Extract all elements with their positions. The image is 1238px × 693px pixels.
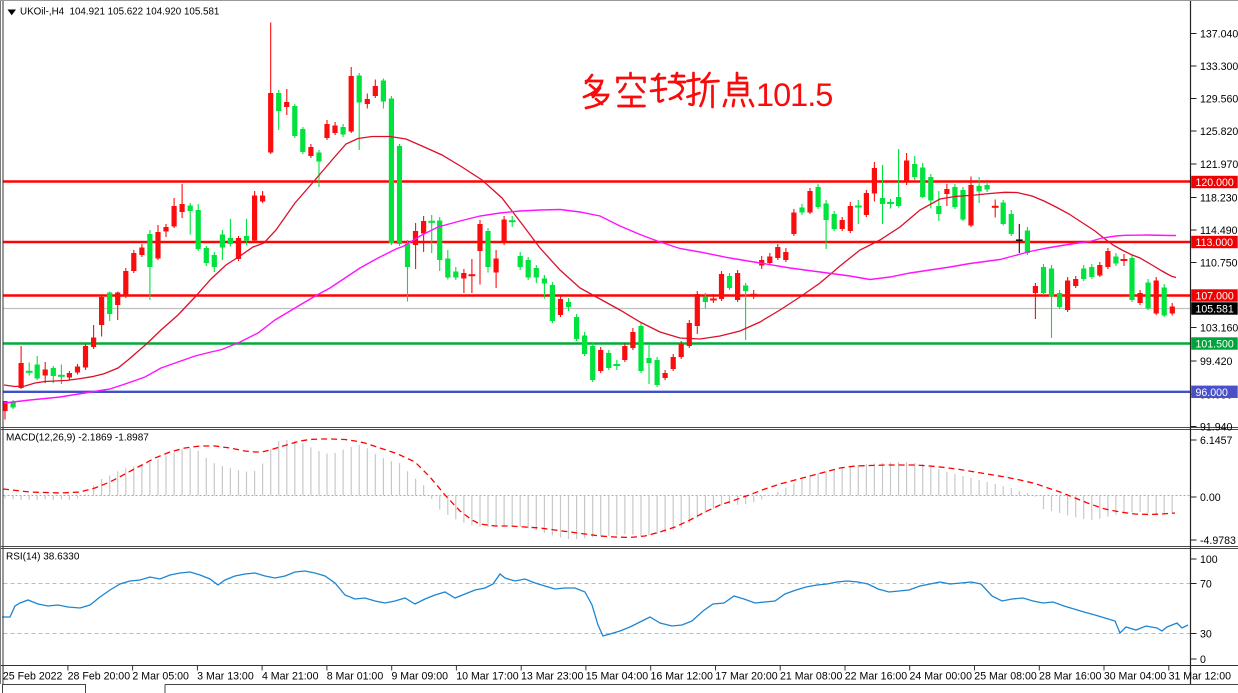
svg-text:15 Mar 04:00: 15 Mar 04:00	[586, 671, 649, 683]
svg-text:24 Mar 00:00: 24 Mar 00:00	[910, 671, 973, 683]
svg-text:110.750: 110.750	[1200, 258, 1238, 270]
svg-text:70: 70	[1200, 579, 1212, 591]
svg-text:105.581: 105.581	[1196, 304, 1234, 316]
svg-text:107.000: 107.000	[1196, 291, 1234, 303]
svg-text:96.000: 96.000	[1196, 387, 1229, 399]
svg-text:25 Mar 08:00: 25 Mar 08:00	[974, 671, 1037, 683]
svg-text:13 Mar 23:00: 13 Mar 23:00	[521, 671, 584, 683]
svg-text:25 Feb 2022: 25 Feb 2022	[3, 671, 63, 683]
svg-text:2 Mar 05:00: 2 Mar 05:00	[132, 671, 189, 683]
svg-text:99.420: 99.420	[1200, 356, 1233, 368]
svg-text:28 Feb 20:00: 28 Feb 20:00	[68, 671, 131, 683]
svg-text:101.5: 101.5	[756, 77, 832, 113]
svg-text:114.490: 114.490	[1200, 225, 1238, 237]
svg-text:RSI(14) 38.6330: RSI(14) 38.6330	[6, 552, 80, 563]
svg-text:9 Mar 09:00: 9 Mar 09:00	[391, 671, 448, 683]
svg-text:118.230: 118.230	[1200, 193, 1238, 205]
svg-text:3 Mar 13:00: 3 Mar 13:00	[197, 671, 254, 683]
svg-text:8 Mar 01:00: 8 Mar 01:00	[327, 671, 384, 683]
svg-text:28 Mar 16:00: 28 Mar 16:00	[1039, 671, 1102, 683]
svg-text:UKOil-,H4 104.921 105.622 104: UKOil-,H4 104.921 105.622 104.920 105.58…	[20, 7, 219, 18]
svg-text:129.560: 129.560	[1200, 94, 1238, 106]
svg-text:91.940: 91.940	[1200, 422, 1233, 434]
svg-text:31 Mar 12:00: 31 Mar 12:00	[1169, 671, 1232, 683]
svg-text:-4.9783: -4.9783	[1200, 535, 1236, 547]
svg-text:17 Mar 20:00: 17 Mar 20:00	[715, 671, 778, 683]
svg-text:22 Mar 16:00: 22 Mar 16:00	[845, 671, 908, 683]
svg-text:30: 30	[1200, 629, 1212, 641]
svg-text:4 Mar 21:00: 4 Mar 21:00	[262, 671, 319, 683]
svg-text:10 Mar 17:00: 10 Mar 17:00	[456, 671, 519, 683]
svg-text:120.000: 120.000	[1196, 177, 1234, 189]
svg-text:113.000: 113.000	[1196, 237, 1234, 249]
svg-text:100: 100	[1200, 554, 1218, 566]
svg-text:133.300: 133.300	[1200, 61, 1238, 73]
svg-text:MACD(12,26,9) -2.1869 -1.8987: MACD(12,26,9) -2.1869 -1.8987	[6, 433, 149, 444]
svg-text:0: 0	[1200, 654, 1206, 666]
svg-text:121.970: 121.970	[1200, 159, 1238, 171]
svg-text:101.500: 101.500	[1196, 339, 1234, 351]
svg-text:0.00: 0.00	[1200, 492, 1221, 504]
svg-text:21 Mar 08:00: 21 Mar 08:00	[780, 671, 843, 683]
svg-text:30 Mar 04:00: 30 Mar 04:00	[1104, 671, 1167, 683]
svg-text:16 Mar 12:00: 16 Mar 12:00	[651, 671, 714, 683]
svg-text:125.820: 125.820	[1200, 126, 1238, 138]
svg-text:6.1457: 6.1457	[1200, 435, 1233, 447]
svg-text:137.040: 137.040	[1200, 29, 1238, 41]
svg-text:103.160: 103.160	[1200, 323, 1238, 335]
